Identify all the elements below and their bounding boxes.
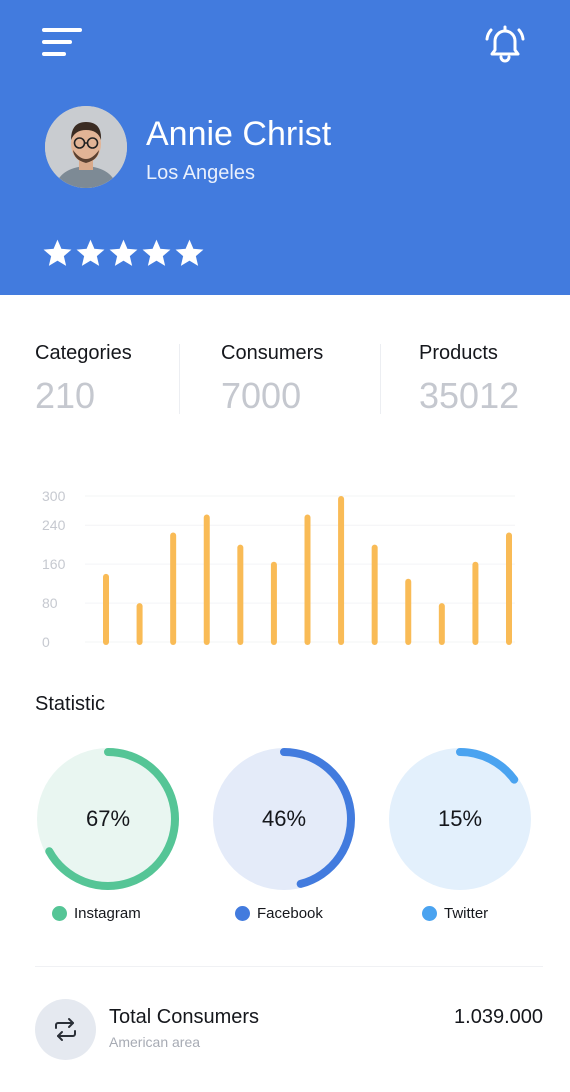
facebook-ring[interactable]: 46% bbox=[211, 746, 357, 892]
stat-value: 210 bbox=[35, 375, 96, 416]
stat-value: 7000 bbox=[221, 375, 302, 416]
total-value: 1.039.000 bbox=[454, 1006, 543, 1028]
ring-background bbox=[213, 748, 355, 890]
stat-products: Products 35012 bbox=[419, 342, 519, 417]
star-icon bbox=[76, 239, 105, 266]
stat-label: Consumers bbox=[221, 342, 324, 364]
instagram-ring[interactable]: 67% bbox=[35, 746, 181, 892]
star-icon bbox=[109, 239, 138, 266]
repeat-icon[interactable] bbox=[35, 999, 96, 1060]
legend-dot bbox=[52, 906, 67, 921]
ring-percent: 46% bbox=[261, 806, 307, 831]
twitter-ring[interactable]: 15% bbox=[387, 746, 533, 892]
rating-stars bbox=[43, 239, 204, 269]
stat-divider bbox=[179, 344, 180, 414]
star-icon bbox=[142, 239, 171, 266]
legend-label: Twitter bbox=[444, 905, 489, 922]
legend-label: Instagram bbox=[74, 905, 141, 922]
star-icon bbox=[43, 239, 72, 266]
profile-header: Annie Christ Los Angeles bbox=[0, 0, 570, 295]
y-tick-label: 160 bbox=[42, 556, 66, 572]
avatar[interactable] bbox=[45, 106, 127, 188]
bell-icon[interactable] bbox=[482, 20, 528, 66]
ring-percent: 67% bbox=[85, 806, 131, 831]
progress-arc bbox=[280, 748, 355, 888]
y-tick-label: 0 bbox=[42, 634, 50, 650]
ring-background bbox=[37, 748, 179, 890]
y-tick-label: 80 bbox=[42, 595, 58, 611]
section-divider bbox=[35, 966, 543, 967]
total-title: Total Consumers bbox=[109, 1006, 260, 1028]
bar-chart: 300 240 160 80 0 bbox=[42, 488, 515, 650]
legend-dot bbox=[235, 906, 250, 921]
y-tick-label: 240 bbox=[42, 517, 66, 533]
stat-label: Products bbox=[419, 342, 498, 364]
stat-divider bbox=[380, 344, 381, 414]
legend-label: Facebook bbox=[257, 905, 323, 922]
ring-percent: 15% bbox=[437, 806, 483, 831]
profile-name: Annie Christ bbox=[146, 115, 332, 153]
stat-label: Categories bbox=[35, 342, 132, 364]
legend-facebook: Facebook bbox=[235, 905, 323, 922]
stat-categories: Categories 210 bbox=[35, 342, 132, 417]
ring-background bbox=[389, 748, 531, 890]
y-tick-label: 300 bbox=[42, 488, 66, 504]
progress-arc bbox=[45, 748, 179, 890]
statistic-title: Statistic bbox=[35, 693, 106, 715]
progress-arc bbox=[456, 748, 519, 784]
profile-location: Los Angeles bbox=[146, 162, 255, 184]
star-icon bbox=[175, 239, 204, 266]
legend-twitter: Twitter bbox=[422, 905, 488, 922]
legend-instagram: Instagram bbox=[52, 905, 141, 922]
menu-icon[interactable] bbox=[42, 28, 84, 62]
legend-dot bbox=[422, 906, 437, 921]
stat-value: 35012 bbox=[419, 375, 520, 416]
stat-consumers: Consumers 7000 bbox=[221, 342, 323, 417]
total-subtitle: American area bbox=[109, 1034, 201, 1050]
